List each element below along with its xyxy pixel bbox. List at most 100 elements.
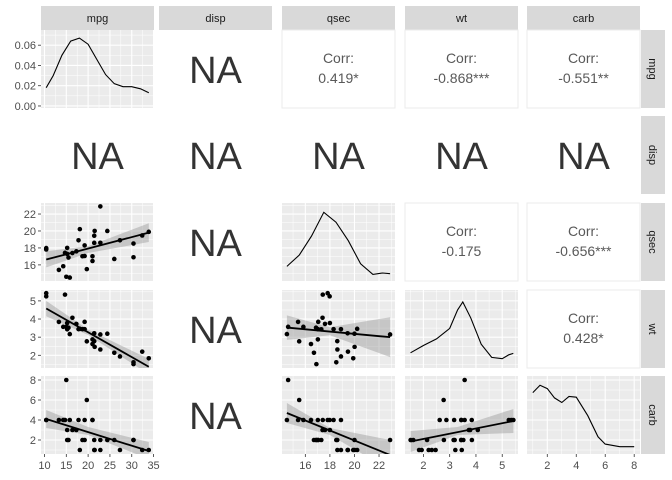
data-point (295, 319, 301, 325)
data-point (77, 226, 83, 232)
panel-carb-wt (405, 376, 518, 454)
data-point (338, 326, 344, 332)
panel-carb-qsec (282, 376, 395, 454)
corr-title: Corr: (568, 50, 599, 66)
tick-label: 6 (30, 395, 36, 407)
data-point (43, 290, 49, 296)
corr-title: Corr: (446, 223, 477, 239)
data-point (429, 447, 435, 453)
na-label: NA (189, 396, 242, 438)
data-point (56, 417, 62, 423)
data-point (131, 254, 136, 260)
na-label: NA (557, 136, 610, 178)
data-point (131, 437, 136, 443)
data-point (117, 447, 123, 453)
strip-label: mpg (646, 58, 658, 79)
data-point (105, 331, 110, 337)
strip-top-disp: disp (159, 6, 272, 30)
density-line (410, 300, 514, 360)
na-label: NA (189, 310, 242, 352)
data-point (335, 347, 340, 352)
data-point (338, 447, 344, 453)
data-point (433, 447, 438, 453)
data-point (77, 447, 83, 453)
data-point (64, 427, 70, 433)
panel-wt-disp: NA (189, 310, 242, 352)
data-point (64, 324, 69, 330)
data-point (98, 240, 103, 246)
data-point (111, 350, 117, 356)
tick-label: 20 (82, 460, 94, 472)
panel-wt-wt (405, 290, 518, 368)
data-point (320, 292, 326, 297)
fit-line (286, 326, 391, 339)
data-point (82, 253, 87, 259)
tick-label: 0.00 (15, 101, 36, 113)
y-axis-carb: 2 4 6 8 (30, 375, 41, 447)
data-point (90, 253, 95, 259)
data-point (84, 339, 90, 344)
data-point (441, 437, 447, 443)
data-point (315, 319, 321, 325)
data-point (84, 397, 90, 403)
strip-bg (159, 6, 272, 30)
tick-label: 5 (30, 296, 36, 308)
data-point (462, 417, 467, 423)
panel-carb-carb (527, 376, 640, 454)
panel-border (526, 289, 641, 369)
panel-border (526, 202, 641, 282)
corr-value: -0.868*** (433, 70, 490, 86)
strip-label: wt (455, 13, 467, 25)
data-point (76, 238, 81, 243)
strip-label: wt (646, 323, 658, 335)
density-line (532, 384, 635, 448)
x-axis-mpg: 10 15 20 25 30 35 (38, 454, 160, 472)
tick-label: 4 (30, 415, 36, 427)
data-point (92, 344, 97, 350)
data-point (43, 247, 49, 252)
panel-border (404, 29, 519, 109)
data-point (98, 347, 103, 352)
panel-mpg-disp: NA (189, 50, 242, 92)
y-axis-density_mpg: 0.00 0.02 0.04 0.06 (15, 40, 41, 113)
data-point (64, 245, 70, 251)
panel-disp-disp: NA (189, 136, 242, 178)
strip-label: qsec (646, 230, 658, 254)
data-point (62, 292, 68, 297)
strip-bg (41, 6, 154, 30)
fit-line (410, 420, 514, 443)
data-point (92, 228, 97, 234)
panel-mpg-mpg (41, 30, 155, 108)
data-point (64, 274, 69, 280)
panel-border (404, 202, 519, 282)
data-point (325, 417, 330, 423)
x-axis-wt: 2 3 4 5 (420, 454, 505, 472)
tick-label: 2 (30, 435, 36, 447)
data-point (66, 255, 71, 260)
data-point (84, 266, 90, 272)
tick-label: 5 (499, 460, 505, 472)
panel-disp-qsec: NA (312, 136, 365, 178)
data-point (315, 417, 321, 423)
panel-qsec-wt: Corr: -0.175 (404, 202, 519, 282)
y-axis-wt: 2 3 4 5 (30, 296, 41, 362)
data-point (419, 447, 424, 453)
corr-title: Corr: (568, 223, 599, 239)
tick-label: 10 (38, 460, 50, 472)
tick-label: 6 (602, 460, 608, 472)
data-point (56, 319, 62, 325)
data-point (331, 326, 336, 332)
fit-line (45, 307, 150, 368)
data-point (82, 243, 87, 248)
data-point (333, 359, 339, 365)
corr-value: -0.551** (558, 70, 609, 86)
strip-right-disp: disp (641, 116, 665, 194)
panel-disp-mpg: NA (71, 136, 124, 178)
tick-label: 3 (30, 332, 36, 344)
data-point (387, 332, 393, 337)
data-point (76, 417, 81, 423)
tick-label: 16 (299, 460, 311, 472)
data-point (90, 417, 95, 423)
data-point (98, 447, 103, 453)
